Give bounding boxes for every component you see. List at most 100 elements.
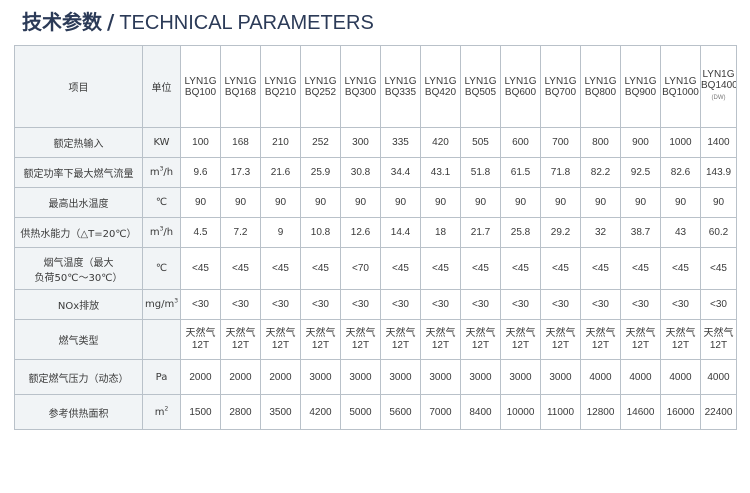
value-cell: 82.2 bbox=[580, 157, 621, 188]
unit-base: ℃ bbox=[155, 263, 168, 274]
value-cell: <45 bbox=[380, 247, 421, 290]
gas-type-text: 天然气 bbox=[665, 327, 696, 339]
value-cell: 90 bbox=[460, 187, 501, 218]
value-cell: 3000 bbox=[540, 359, 581, 395]
gas-type-text: 天然气 bbox=[545, 327, 576, 339]
row-label-text: 额定燃气压力（动态） bbox=[28, 373, 129, 385]
value-cell: 1400 bbox=[700, 127, 737, 158]
unit-cell: m3/h bbox=[142, 217, 181, 248]
model-series: LYN1G bbox=[184, 75, 217, 87]
gas-pressure-text: 12T bbox=[511, 339, 530, 351]
value-cell: 600 bbox=[500, 127, 541, 158]
model-number: BQ1000 bbox=[662, 86, 699, 98]
row-label: 额定功率下最大燃气流量 bbox=[14, 157, 143, 188]
value-cell: 30.8 bbox=[340, 157, 381, 188]
value-cell: 3000 bbox=[500, 359, 541, 395]
unit-base: mg/m bbox=[144, 299, 175, 310]
row-label: NOx排放 bbox=[14, 289, 143, 320]
gas-value-cell: 天然气 12T bbox=[340, 319, 381, 360]
value-cell: 22400 bbox=[700, 394, 737, 430]
value-cell: 90 bbox=[500, 187, 541, 218]
row-label-text: 最高出水温度 bbox=[48, 199, 109, 210]
gas-value-cell: 天然气 12T bbox=[620, 319, 661, 360]
gas-type-text: 天然气 bbox=[585, 327, 616, 339]
technical-parameters-table: 项目 单位 LYN1G BQ100 LYN1G BQ168 LYN1G BQ210 LYN1G B… bbox=[14, 45, 737, 430]
value-cell: 1000 bbox=[660, 127, 701, 158]
row-label-text: 额定热输入 bbox=[53, 139, 104, 150]
unit-cell: KW bbox=[142, 127, 181, 158]
model-header: LYN1G BQ210 bbox=[260, 45, 301, 128]
value-cell: 8400 bbox=[460, 394, 501, 430]
value-cell: 210 bbox=[260, 127, 301, 158]
value-cell: <30 bbox=[620, 289, 661, 320]
unit-cell: ℃ bbox=[142, 247, 181, 290]
value-cell: <30 bbox=[380, 289, 421, 320]
model-series: LYN1G bbox=[624, 75, 657, 87]
gas-value-cell: 天然气 12T bbox=[260, 319, 301, 360]
row-label: 额定热输入 bbox=[14, 127, 143, 158]
gas-type-text: 天然气 bbox=[505, 327, 536, 339]
value-cell: 92.5 bbox=[620, 157, 661, 188]
value-cell: 90 bbox=[220, 187, 261, 218]
model-series: LYN1G bbox=[224, 75, 257, 87]
model-number: BQ300 bbox=[344, 86, 377, 98]
gas-pressure-text: 12T bbox=[671, 339, 690, 351]
table-row: 额定热输入 KW 100 168 210 252 300 335 420 505 600 700 800… bbox=[14, 127, 737, 158]
value-cell: <30 bbox=[580, 289, 621, 320]
row-label: 额定燃气压力（动态） bbox=[14, 359, 143, 395]
value-cell: 25.8 bbox=[500, 217, 541, 248]
unit-superscript: 3 bbox=[159, 225, 164, 233]
model-header: LYN1G BQ100 bbox=[180, 45, 221, 128]
model-number: BQ1400 bbox=[701, 80, 737, 91]
value-cell: <45 bbox=[220, 247, 261, 290]
header-unit-cell: 单位 bbox=[142, 45, 181, 128]
model-series: LYN1G bbox=[664, 75, 697, 87]
gas-type-text: 天然气 bbox=[465, 327, 496, 339]
value-cell: 43.1 bbox=[420, 157, 461, 188]
value-cell: 60.2 bbox=[700, 217, 737, 248]
gas-value-cell: 天然气 12T bbox=[660, 319, 701, 360]
model-series: LYN1G bbox=[304, 75, 337, 87]
row-label: 供热水能力（△T=20℃） bbox=[14, 217, 143, 248]
value-cell: <30 bbox=[700, 289, 737, 320]
value-cell: 90 bbox=[420, 187, 461, 218]
row-label-text: 烟气温度（最大 bbox=[43, 257, 114, 269]
value-cell: 32 bbox=[580, 217, 621, 248]
unit-cell: m2 bbox=[142, 394, 181, 430]
value-cell: 90 bbox=[300, 187, 341, 218]
value-cell: <30 bbox=[540, 289, 581, 320]
value-cell: 3000 bbox=[460, 359, 501, 395]
value-cell: 34.4 bbox=[380, 157, 421, 188]
value-cell: 700 bbox=[540, 127, 581, 158]
gas-value-cell: 天然气 12T bbox=[180, 319, 221, 360]
value-cell: <30 bbox=[660, 289, 701, 320]
gas-value-cell: 天然气 12T bbox=[580, 319, 621, 360]
gas-type-text: 天然气 bbox=[345, 327, 376, 339]
model-series: LYN1G bbox=[544, 75, 577, 87]
gas-pressure-text: 12T bbox=[551, 339, 570, 351]
row-label-text: 燃气类型 bbox=[58, 336, 99, 347]
value-cell: 51.8 bbox=[460, 157, 501, 188]
model-number: BQ800 bbox=[584, 86, 617, 98]
value-cell: 90 bbox=[660, 187, 701, 218]
model-series: LYN1G bbox=[424, 75, 457, 87]
row-label-text: 参考供热面积 bbox=[48, 408, 109, 420]
model-header: LYN1G BQ420 bbox=[420, 45, 461, 128]
gas-type-text: 天然气 bbox=[185, 327, 216, 339]
gas-pressure-text: 12T bbox=[471, 339, 490, 351]
model-number: BQ600 bbox=[504, 86, 537, 98]
unit-cell: mg/m3 bbox=[142, 289, 181, 320]
table-row: 烟气温度（最大 负荷50℃～30℃） ℃ <45 <45 <45 <45 <70 <45 <45 <… bbox=[14, 247, 737, 290]
value-cell: 17.3 bbox=[220, 157, 261, 188]
title-english: TECHNICAL PARAMETERS bbox=[119, 12, 374, 34]
value-cell: <30 bbox=[420, 289, 461, 320]
unit-base: m bbox=[149, 167, 160, 178]
value-cell: <45 bbox=[180, 247, 221, 290]
value-cell: 3000 bbox=[420, 359, 461, 395]
value-cell: <30 bbox=[180, 289, 221, 320]
value-cell: 21.6 bbox=[260, 157, 301, 188]
gas-type-text: 天然气 bbox=[305, 327, 336, 339]
model-header: LYN1G BQ335 bbox=[380, 45, 421, 128]
table-row: 额定功率下最大燃气流量 m3/h 9.6 17.3 21.6 25.9 30.8 34.4 43… bbox=[14, 157, 737, 188]
value-cell: 9.6 bbox=[180, 157, 221, 188]
